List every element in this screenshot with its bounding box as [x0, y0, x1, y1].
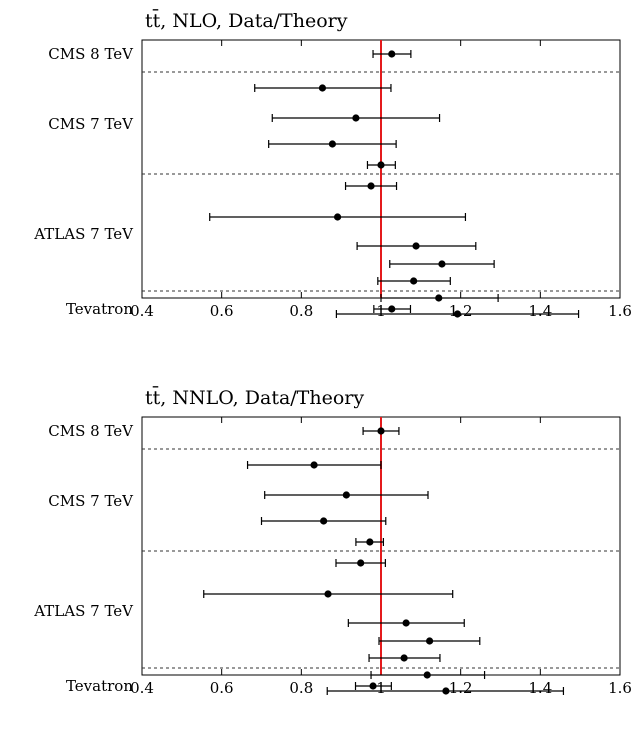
group-label: CMS 8 TeV — [48, 422, 134, 440]
data-point — [367, 182, 375, 190]
data-point — [352, 114, 360, 122]
x-tick-label: 0.6 — [210, 679, 234, 697]
data-point — [412, 242, 420, 250]
data-point — [400, 654, 408, 662]
data-point — [333, 213, 342, 221]
data-point — [453, 310, 462, 318]
data-point — [425, 637, 434, 645]
x-tick-label: 0.8 — [289, 679, 313, 697]
x-tick-label: 1.4 — [528, 302, 552, 320]
data-point — [388, 305, 396, 313]
data-point — [377, 427, 385, 435]
chart-title: tt̄, NNLO, Data/Theory — [145, 385, 364, 409]
x-tick-label: 1.2 — [449, 679, 473, 697]
data-point — [438, 260, 446, 268]
data-point — [442, 687, 450, 695]
group-label: ATLAS 7 TeV — [33, 602, 134, 620]
x-tick-label: 1 — [376, 679, 386, 697]
x-tick-label: 0.4 — [130, 302, 154, 320]
group-label: Tevatron — [66, 300, 133, 318]
group-label: CMS 8 TeV — [48, 45, 134, 63]
x-tick-label: 0.8 — [289, 302, 313, 320]
data-point — [328, 140, 337, 148]
data-point — [318, 84, 327, 92]
group-label: CMS 7 TeV — [48, 492, 134, 510]
x-tick-label: 1.6 — [608, 679, 632, 697]
x-tick-label: 0.6 — [210, 302, 234, 320]
data-point — [410, 277, 418, 285]
nlo-panel: tt̄, NLO, Data/Theory 0.4 0.6 0.8 1 1.2 1.4 1.6… — [33, 8, 632, 320]
x-tick-label: 1.2 — [449, 302, 473, 320]
data-point — [320, 517, 328, 525]
group-label: Tevatron — [66, 677, 133, 695]
data-point — [423, 671, 431, 679]
nnlo-panel: tt̄, NNLO, Data/Theory 0.4 0.6 0.8 1 1.2 1.4 1.… — [33, 385, 632, 697]
x-tick-label: 1.6 — [608, 302, 632, 320]
group-label: ATLAS 7 TeV — [33, 225, 134, 243]
data-point — [369, 682, 377, 690]
data-point — [357, 559, 365, 567]
data-point — [366, 538, 374, 546]
x-tick-label: 1 — [376, 302, 386, 320]
group-label: CMS 7 TeV — [48, 115, 134, 133]
data-point — [388, 50, 396, 58]
x-tick-label: 0.4 — [130, 679, 154, 697]
data-point — [377, 161, 385, 169]
chart-title: tt̄, NLO, Data/Theory — [145, 8, 348, 32]
x-tick-label: 1.4 — [528, 679, 552, 697]
data-point — [342, 491, 350, 499]
data-point — [324, 590, 332, 598]
data-point — [402, 619, 410, 627]
data-point — [310, 461, 318, 469]
data-point — [435, 294, 443, 302]
